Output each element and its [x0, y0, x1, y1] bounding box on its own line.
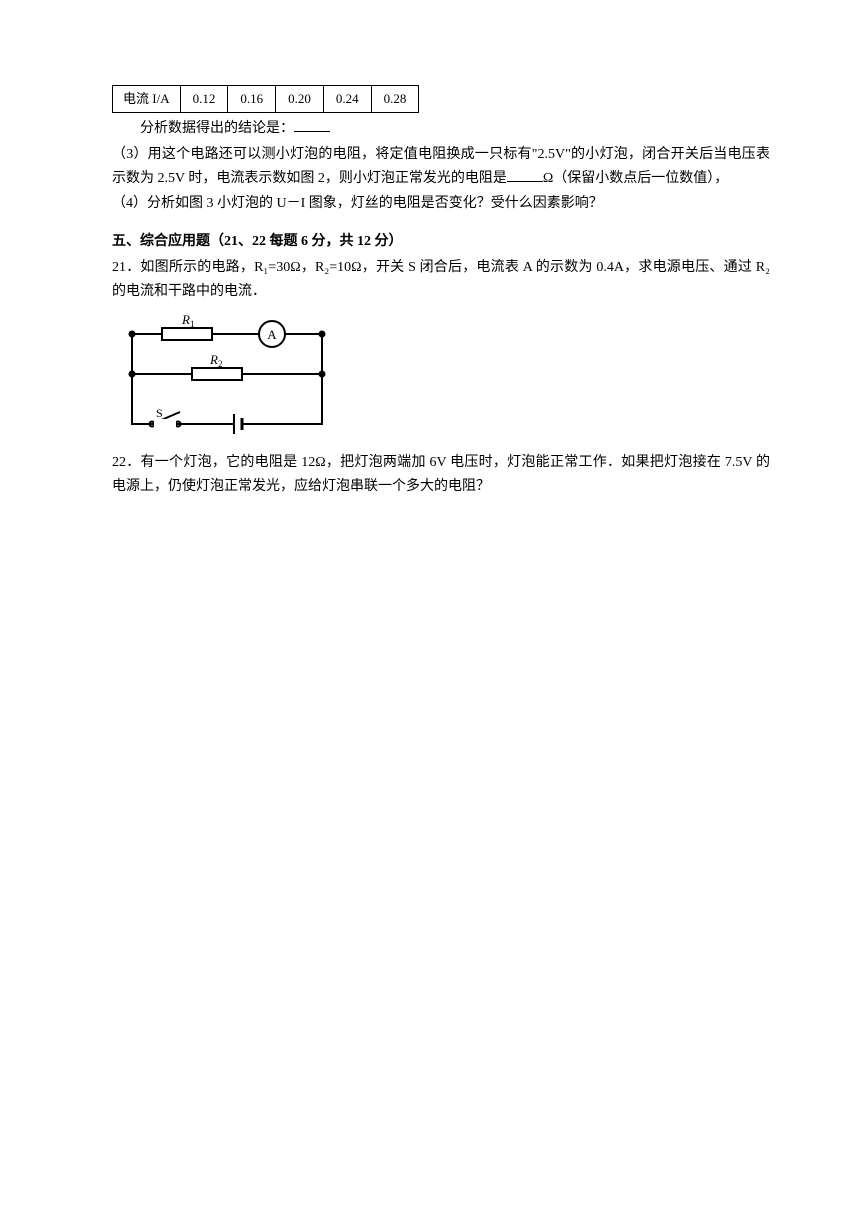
- table-value-cell: 0.20: [276, 86, 324, 113]
- switch-label: S: [156, 406, 163, 420]
- question-4: （4）分析如图 3 小灯泡的 U－I 图象，灯丝的电阻是否变化？受什么因素影响？: [112, 192, 770, 216]
- table-value-cell: 0.16: [228, 86, 276, 113]
- analysis-prompt: 分析数据得出的结论是：: [112, 117, 770, 141]
- analysis-text: 分析数据得出的结论是：: [140, 121, 294, 136]
- q22-text: 22．有一个灯泡，它的电阻是 12Ω，把灯泡两端加 6V 电压时，灯泡能正常工作…: [112, 455, 770, 494]
- r2-sub: 2: [218, 359, 223, 369]
- r2-label: R: [209, 352, 218, 367]
- table-header-cell: 电流 I/A: [113, 86, 181, 113]
- q3-unit: Ω（保留小数点后一位数值），: [543, 171, 728, 186]
- r1-sub: 1: [190, 319, 195, 329]
- table-row: 电流 I/A 0.12 0.16 0.20 0.24 0.28: [113, 86, 419, 113]
- table-value-cell: 0.28: [371, 86, 419, 113]
- ammeter-label: A: [267, 327, 277, 342]
- r1-label: R: [181, 314, 190, 327]
- question-21: 21．如图所示的电路，R₁=30Ω，R₂=10Ω，开关 S 闭合后，电流表 A …: [112, 256, 770, 304]
- section-5-title: 五、综合应用题（21、22 每题 6 分，共 12 分）: [112, 230, 770, 254]
- current-data-table: 电流 I/A 0.12 0.16 0.20 0.24 0.28: [112, 85, 419, 113]
- q21-text: 21．如图所示的电路，R₁=30Ω，R₂=10Ω，开关 S 闭合后，电流表 A …: [112, 260, 770, 299]
- q4-text: （4）分析如图 3 小灯泡的 U－I 图象，灯丝的电阻是否变化？受什么因素影响？: [112, 196, 603, 211]
- blank-answer-line: [294, 118, 330, 132]
- question-22: 22．有一个灯泡，它的电阻是 12Ω，把灯泡两端加 6V 电压时，灯泡能正常工作…: [112, 451, 770, 499]
- table-value-cell: 0.12: [180, 86, 228, 113]
- question-3: （3）用这个电路还可以测小灯泡的电阻，将定值电阻换成一只标有"2.5V"的小灯泡…: [112, 143, 770, 191]
- table-value-cell: 0.24: [323, 86, 371, 113]
- blank-answer-line: [507, 168, 543, 182]
- circuit-diagram: R 1 A R 2 S: [112, 314, 342, 439]
